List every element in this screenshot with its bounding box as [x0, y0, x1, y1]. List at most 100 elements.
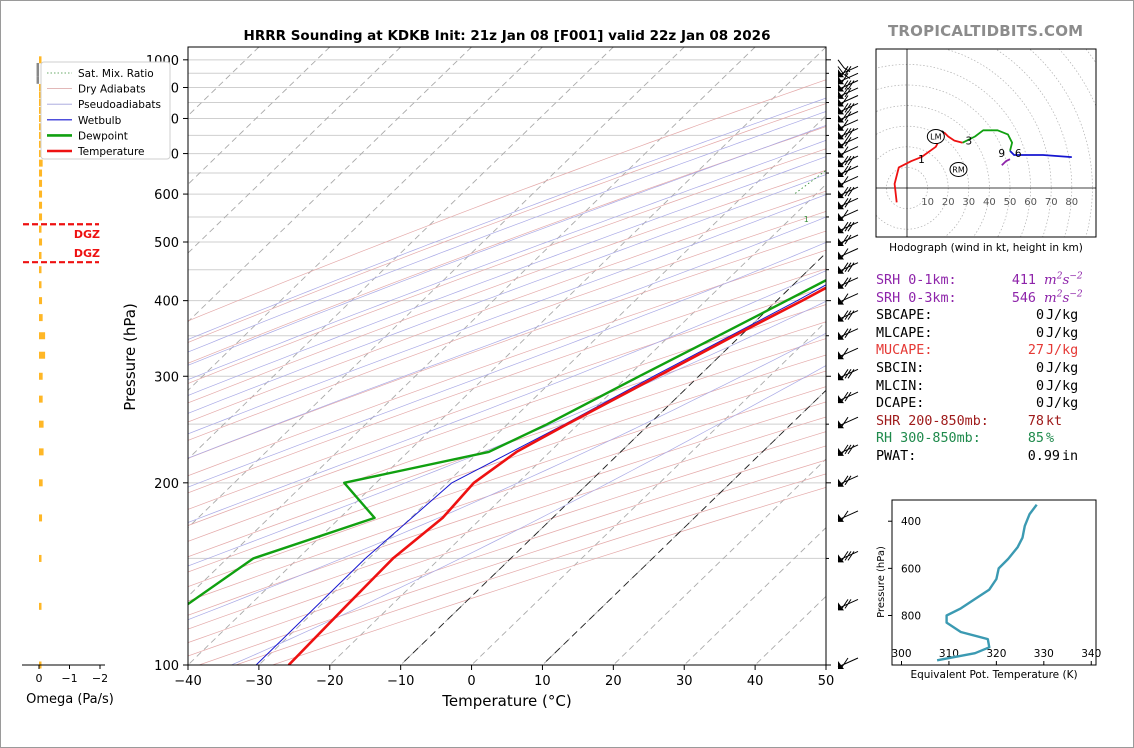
- theta-e-y-tick-label: 400: [901, 516, 921, 528]
- index-unit: J/kg: [1046, 308, 1079, 324]
- index-row: MLCAPE: 0 J/kg: [876, 325, 1116, 343]
- hodo-frame: [875, 48, 1097, 238]
- theta-e-profile: [936, 503, 1038, 662]
- dry-adiabat: [188, 354, 826, 573]
- wind-barb-shaft: [837, 175, 859, 186]
- dry-adiabat: [188, 103, 826, 343]
- omega-bar: [39, 395, 43, 403]
- wind-barb-shaft: [837, 328, 859, 339]
- wind-barb-shaft: [837, 119, 859, 130]
- wind-barb: [837, 95, 859, 107]
- hodo-ring-label: 80: [1065, 197, 1078, 208]
- skewt-panel: 12468101316202430364551F1002003004005006…: [146, 46, 1134, 689]
- index-label: DCAPE:: [876, 396, 925, 412]
- wind-barb-shaft: [837, 416, 859, 427]
- wind-barb: [837, 155, 859, 168]
- mixing-ratio-label: 8: [989, 215, 994, 224]
- omega-bar: [39, 420, 44, 428]
- hodo-ring-label: 30: [962, 197, 975, 208]
- wind-barb-shaft: [837, 444, 859, 455]
- omega-bar: [39, 179, 43, 187]
- pseudoadiabat: [188, 216, 826, 459]
- isotherm-line: [542, 389, 826, 665]
- isotherm-line: [471, 321, 826, 665]
- wind-barb-shaft: [837, 165, 859, 176]
- theta-e-x-tick-label: 300: [891, 648, 911, 660]
- wind-barb: [837, 248, 859, 260]
- index-unit: m2s−2: [1044, 271, 1083, 288]
- omega-bar: [39, 372, 43, 380]
- wind-barb-shaft: [837, 136, 859, 147]
- theta-e-x-label: Equivalent Pot. Temperature (K): [910, 669, 1077, 681]
- pseudoadiabat: [188, 174, 826, 414]
- wind-barb-shaft: [837, 391, 859, 402]
- wind-barb-shaft: [837, 127, 859, 138]
- index-unit: m2s−2: [1044, 289, 1083, 306]
- dry-adiabat: [188, 79, 826, 322]
- dry-adiabat: [188, 126, 826, 364]
- dewpoint-profile: [188, 278, 826, 606]
- wind-barb: [837, 165, 859, 177]
- omega-bar: [39, 225, 42, 233]
- skewt-y-label: Pressure (hPa): [121, 303, 139, 411]
- omega-bar: [39, 281, 42, 289]
- index-row: SBCIN: 0 J/kg: [876, 360, 1116, 378]
- wind-barb: [837, 102, 859, 115]
- dry-adiabat: [188, 321, 826, 542]
- dgz-label-bottom: DGZ: [74, 228, 100, 241]
- storm-motion-label: LM: [930, 133, 941, 142]
- hodo-trace: [1009, 150, 1072, 158]
- wind-barb-shaft: [837, 657, 859, 668]
- index-unit: J/kg: [1046, 325, 1079, 341]
- index-value: 27: [1027, 343, 1044, 359]
- omega-bar: [39, 448, 44, 456]
- hodo-height-label: 6: [1015, 148, 1022, 160]
- mixing-ratio-line: [913, 47, 1118, 194]
- wind-barb-shaft: [837, 368, 859, 379]
- pseudoadiabat: [188, 194, 826, 435]
- wind-barb: [837, 221, 859, 234]
- wind-barb-shaft: [837, 146, 859, 157]
- index-label: MLCIN:: [876, 378, 925, 394]
- wind-barb: [837, 347, 859, 360]
- wind-barb: [837, 657, 859, 669]
- x-tick-label: 30: [676, 674, 693, 689]
- index-value: 546: [1011, 290, 1036, 306]
- index-row: DCAPE: 0 J/kg: [876, 395, 1116, 413]
- storm-motion-marker: [926, 129, 945, 144]
- legend-label: Wetbulb: [78, 115, 122, 127]
- x-tick-label: 10: [534, 674, 551, 689]
- wind-barb: [837, 444, 859, 456]
- omega-bar: [39, 213, 43, 221]
- index-row: SBCAPE: 0 J/kg: [876, 307, 1116, 325]
- wind-barb-shaft: [837, 293, 859, 304]
- wind-barb: [837, 72, 859, 85]
- wind-barb-shaft: [837, 475, 859, 486]
- index-value: 85: [1027, 431, 1044, 447]
- wind-barb-shaft: [837, 248, 859, 258]
- wind-barbs: [837, 59, 859, 669]
- skewt-x-label: Temperature (°C): [441, 692, 571, 710]
- omega-bar: [36, 62, 40, 70]
- mixing-ratio-line: [952, 47, 1134, 194]
- dry-adiabat: [188, 169, 826, 404]
- x-tick-label: 0: [467, 674, 475, 689]
- index-value: 411: [1011, 273, 1036, 288]
- y-tick-label: 600: [154, 188, 179, 203]
- wind-barb: [837, 234, 859, 246]
- dry-adiabat: [188, 304, 826, 526]
- mixing-ratio-line: [1051, 47, 1134, 194]
- wind-barb-shaft: [837, 66, 851, 79]
- legend-label: Dewpoint: [78, 130, 128, 142]
- index-value: 0: [1035, 308, 1044, 324]
- x-tick-label: −20: [316, 674, 343, 689]
- wind-barb: [837, 550, 859, 563]
- isotherm-line: [188, 47, 756, 597]
- dry-adiabat: [188, 268, 826, 494]
- mixing-ratio-label: 4: [923, 215, 928, 224]
- hodo-plot-area: 102030405060708012396LMRM: [876, 49, 1096, 237]
- wind-barb: [837, 475, 859, 487]
- hodo-ring-label: 70: [1045, 197, 1058, 208]
- wind-barb-shaft: [837, 262, 859, 273]
- index-row: SHR 200-850mb: 78 kt: [876, 413, 1116, 431]
